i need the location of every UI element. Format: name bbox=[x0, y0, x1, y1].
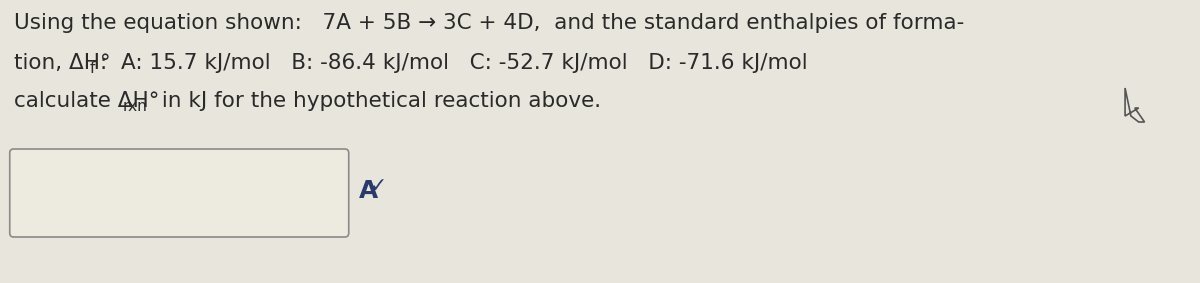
Text: calculate ΔH°: calculate ΔH° bbox=[13, 91, 160, 111]
FancyBboxPatch shape bbox=[10, 149, 349, 237]
Text: ✓: ✓ bbox=[370, 177, 388, 196]
Text: Using the equation shown:   7A + 5B → 3C + 4D,  and the standard enthalpies of f: Using the equation shown: 7A + 5B → 3C +… bbox=[13, 13, 964, 33]
Text: A: A bbox=[359, 179, 378, 203]
Text: rxn: rxn bbox=[122, 99, 148, 114]
Text: tion, ΔH°: tion, ΔH° bbox=[13, 53, 110, 73]
Text: f: f bbox=[90, 61, 95, 76]
Text: :  A: 15.7 kJ/mol   B: -86.4 kJ/mol   C: -52.7 kJ/mol   D: -71.6 kJ/mol: : A: 15.7 kJ/mol B: -86.4 kJ/mol C: -52.… bbox=[101, 53, 808, 73]
Text: in kJ for the hypothetical reaction above.: in kJ for the hypothetical reaction abov… bbox=[155, 91, 601, 111]
